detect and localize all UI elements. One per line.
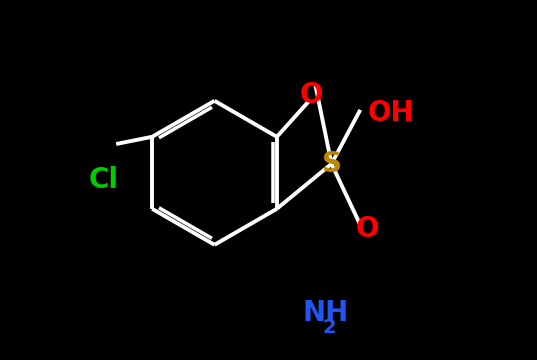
Text: O: O: [355, 215, 379, 243]
Text: NH: NH: [303, 299, 349, 327]
Text: S: S: [322, 150, 342, 178]
Text: Cl: Cl: [89, 166, 119, 194]
Text: O: O: [300, 81, 323, 109]
Text: OH: OH: [367, 99, 414, 127]
Text: 2: 2: [323, 318, 336, 337]
